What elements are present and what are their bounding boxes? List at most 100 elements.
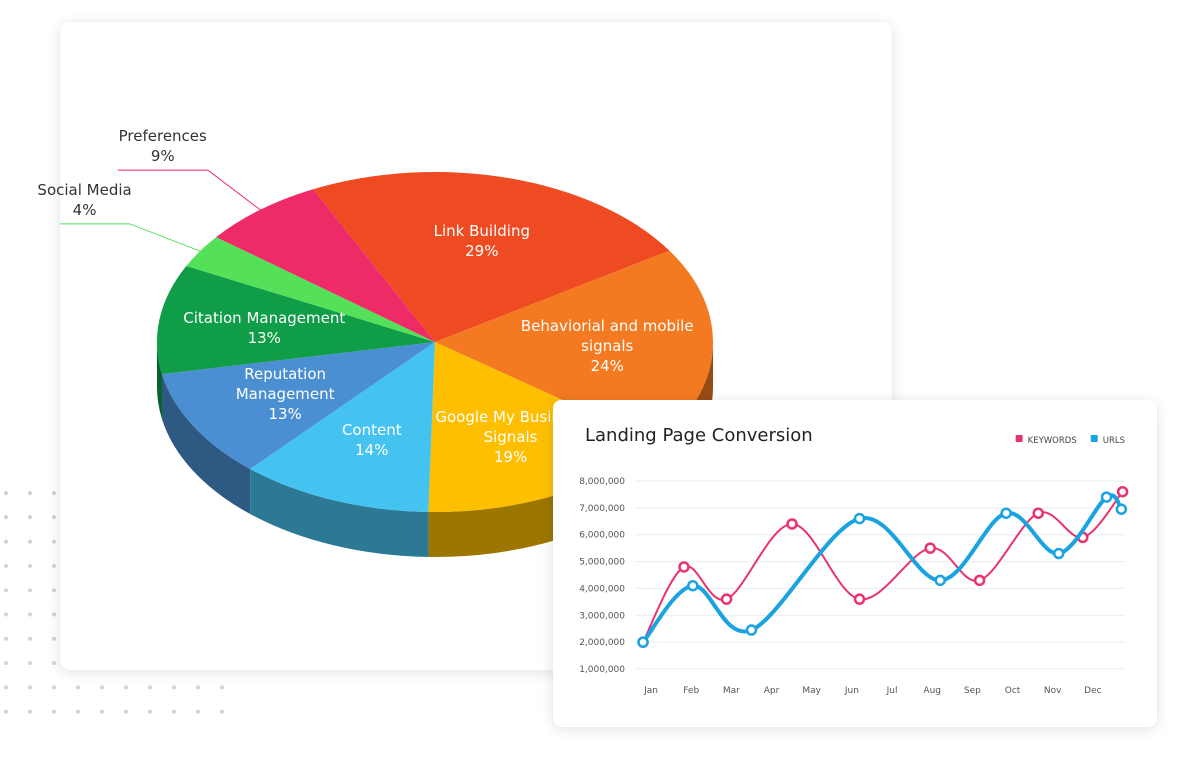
line-card: Landing Page Conversion 1,000,000 2,000,0…: [553, 400, 1157, 727]
pie-slice: [216, 189, 435, 342]
slice-label: Behaviorial and mobile signals: [520, 316, 694, 355]
decor-dot: [28, 588, 32, 593]
legend-swatch: [1090, 435, 1098, 442]
x-tick-label: Aug: [923, 686, 941, 696]
x-tick-label: Dec: [1084, 686, 1101, 696]
pie-side: [250, 468, 429, 557]
point: [973, 574, 986, 587]
slice-value-label: 19%: [493, 447, 528, 466]
decor-dot: [124, 709, 128, 714]
decor-dot: [52, 612, 56, 617]
legend-swatch: [1015, 435, 1023, 442]
point: [1000, 507, 1012, 519]
decor-dot: [52, 709, 56, 714]
decor-dot: [28, 685, 32, 690]
point: [1032, 507, 1044, 519]
point: [745, 624, 758, 636]
y-tick-label: 7,000,000: [579, 504, 625, 514]
pie-slice: [313, 172, 670, 342]
x-tick-label: Mar: [723, 686, 740, 696]
decor-dot: [28, 491, 32, 495]
slice-value-label: 13%: [268, 405, 302, 424]
y-tick-label: 3,000,000: [579, 611, 625, 621]
legend-label: URLS: [1103, 436, 1125, 446]
pie-slice: [161, 342, 436, 469]
decor-dot: [76, 709, 80, 714]
decor-dot: [76, 685, 80, 690]
decor-dot: [172, 685, 176, 690]
decor-dot: [28, 563, 32, 568]
decor-dot: [28, 515, 32, 520]
y-tick-label: 4,000,000: [579, 584, 625, 594]
decor-dot: [148, 685, 152, 690]
decor-dot: [220, 685, 224, 690]
decor-dot: [100, 709, 104, 714]
pie-slice: [435, 250, 713, 444]
slice-label: Google My Business Signals: [435, 407, 586, 446]
x-tick-label: Nov: [1044, 686, 1062, 696]
series-line: [641, 493, 1124, 644]
line-chart: Landing Page Conversion 1,000,000 2,000,0…: [579, 425, 1129, 696]
x-tick-label: Oct: [1005, 686, 1021, 696]
pie-side: [157, 342, 162, 420]
pie-side: [161, 374, 251, 514]
slice-value-label: 14%: [355, 441, 389, 460]
x-tick-label: May: [802, 686, 821, 696]
decor-dot: [124, 685, 128, 690]
decor-dot: [148, 709, 152, 714]
decor-dot: [28, 539, 32, 544]
leader-line: [117, 169, 266, 215]
decor-dot: [52, 588, 56, 593]
pie-card: Link Building 29% Behaviorial and mobile s…: [37, 22, 892, 670]
slice-value-label: 24%: [590, 356, 624, 375]
slice-label: Citation Management: [183, 308, 346, 327]
y-tick-label: 1,000,000: [579, 665, 625, 675]
point: [853, 512, 866, 525]
decor-dot: [28, 612, 32, 617]
decor-dot: [52, 515, 56, 520]
slice-label: Preferences: [118, 127, 207, 146]
point: [853, 593, 866, 605]
x-tick-label: Jun: [844, 686, 859, 696]
x-tick-label: Jan: [643, 686, 658, 696]
decor-dot: [4, 539, 8, 544]
decor-dot: [52, 491, 56, 495]
x-tick-label: Feb: [683, 686, 699, 696]
slice-value-label: 29%: [465, 241, 499, 260]
slice-label: Social Media: [37, 180, 132, 199]
decor-dot: [52, 539, 56, 544]
slice-label: Link Building: [433, 221, 530, 240]
decor-dot: [4, 709, 8, 714]
x-tick-label: Apr: [764, 686, 780, 696]
x-tick-label: Sep: [964, 686, 981, 696]
point: [687, 579, 699, 592]
decor-dot: [4, 661, 8, 666]
point: [1052, 547, 1065, 560]
decor-dot: [4, 563, 8, 568]
decor-dot: [100, 685, 104, 690]
decor-dot: [52, 661, 56, 666]
decor-dot: [4, 588, 8, 593]
slice-label: Reputation Management: [235, 365, 335, 404]
point: [720, 593, 733, 605]
y-tick-label: 5,000,000: [579, 558, 625, 568]
y-tick-label: 2,000,000: [579, 638, 625, 648]
point: [924, 542, 936, 554]
decor-dot: [52, 685, 56, 690]
pie-side: [428, 443, 659, 557]
point: [678, 561, 690, 573]
pie-slice: [186, 237, 435, 342]
point: [1115, 503, 1128, 515]
leader-line: [60, 223, 208, 255]
decor-dot: [28, 661, 32, 666]
decor-dot: [4, 491, 8, 495]
decor-dot: [28, 709, 32, 714]
legend-label: KEYWORDS: [1028, 436, 1077, 446]
pie-slice: [250, 342, 435, 512]
decor-dot: [196, 685, 200, 690]
slice-label: Content: [341, 421, 402, 440]
decor-dot: [28, 636, 32, 641]
y-tick-label: 8,000,000: [579, 477, 625, 487]
decor-dot: [52, 636, 56, 641]
point: [637, 636, 649, 648]
